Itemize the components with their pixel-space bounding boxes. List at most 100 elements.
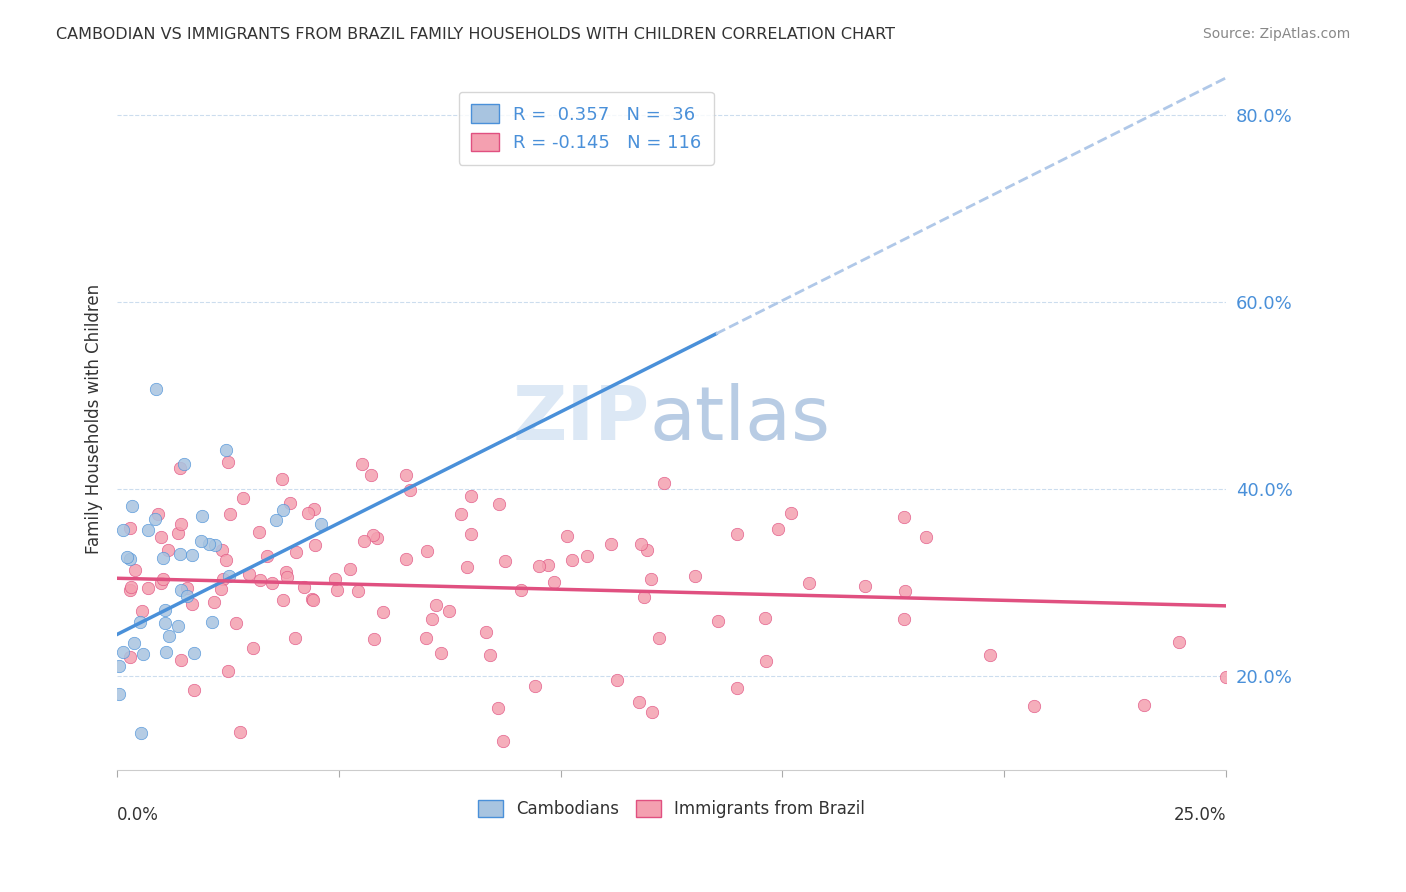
Point (271, 593, 294, 607)
Point (211, 543, 233, 558)
Point (217, 455, 239, 469)
Point (152, 551, 174, 566)
Y-axis label: Family Households with Children: Family Households with Children (86, 285, 103, 554)
Point (191, 509, 214, 524)
Point (218, 569, 240, 583)
Point (124, 563, 146, 577)
Point (766, 523, 789, 537)
Text: atlas: atlas (650, 383, 831, 456)
Point (450, 508, 472, 522)
Point (249, 574, 271, 588)
Point (152, 572, 174, 586)
Point (183, 683, 205, 698)
Point (129, 615, 152, 630)
Point (166, 526, 188, 541)
Point (576, 549, 599, 563)
Point (648, 631, 671, 645)
Point (173, 457, 195, 471)
Point (555, 529, 578, 543)
Point (893, 510, 915, 524)
Point (121, 499, 143, 513)
Point (180, 597, 202, 611)
Legend: Cambodians, Immigrants from Brazil: Cambodians, Immigrants from Brazil (471, 793, 872, 825)
Point (176, 581, 198, 595)
Point (1167, 634, 1189, 648)
Point (725, 681, 748, 696)
Point (112, 645, 135, 659)
Point (129, 726, 152, 740)
Point (169, 461, 191, 475)
Text: CAMBODIAN VS IMMIGRANTS FROM BRAZIL FAMILY HOUSEHOLDS WITH CHILDREN CORRELATION : CAMBODIAN VS IMMIGRANTS FROM BRAZIL FAMI… (56, 27, 896, 42)
Point (492, 733, 515, 747)
Point (494, 554, 516, 568)
Point (894, 583, 917, 598)
Point (395, 468, 418, 483)
Point (209, 582, 232, 596)
Point (339, 562, 361, 576)
Point (145, 382, 167, 396)
Point (640, 572, 662, 586)
Point (460, 489, 482, 503)
Point (371, 605, 394, 619)
Point (537, 558, 560, 572)
Point (202, 594, 225, 608)
Point (439, 604, 461, 618)
Point (797, 576, 820, 591)
Point (284, 545, 307, 559)
Point (486, 700, 509, 714)
Point (108, 688, 131, 702)
Point (136, 523, 159, 537)
Point (363, 632, 385, 646)
Point (262, 576, 284, 591)
Point (143, 512, 166, 526)
Point (628, 695, 651, 709)
Point (654, 476, 676, 491)
Point (132, 647, 155, 661)
Point (169, 547, 191, 561)
Point (353, 534, 375, 549)
Point (120, 583, 142, 598)
Point (156, 542, 179, 557)
Point (366, 531, 388, 545)
Point (228, 724, 250, 739)
Point (170, 516, 193, 531)
Point (153, 603, 176, 617)
Point (170, 653, 193, 667)
Point (302, 592, 325, 607)
Point (120, 649, 142, 664)
Point (630, 537, 652, 551)
Point (755, 654, 778, 668)
Point (232, 491, 254, 506)
Point (979, 648, 1001, 663)
Point (325, 583, 347, 598)
Text: 0.0%: 0.0% (117, 805, 159, 823)
Point (523, 679, 546, 693)
Point (853, 579, 876, 593)
Point (297, 506, 319, 520)
Point (273, 503, 295, 517)
Point (398, 483, 420, 497)
Point (131, 604, 153, 618)
Text: Source: ZipAtlas.com: Source: ZipAtlas.com (1202, 27, 1350, 41)
Point (915, 530, 938, 544)
Point (146, 508, 169, 522)
Point (460, 527, 482, 541)
Point (415, 632, 437, 646)
Point (633, 590, 655, 604)
Point (284, 631, 307, 645)
Point (509, 582, 531, 597)
Point (157, 629, 180, 643)
Point (167, 619, 190, 633)
Point (201, 615, 224, 630)
Point (636, 542, 658, 557)
Point (395, 552, 418, 566)
Point (641, 705, 664, 719)
Point (527, 559, 550, 574)
Point (475, 625, 498, 640)
Point (561, 552, 583, 566)
Point (271, 472, 294, 486)
Point (120, 581, 142, 595)
Point (479, 648, 502, 662)
Point (198, 536, 221, 550)
Point (204, 537, 226, 551)
